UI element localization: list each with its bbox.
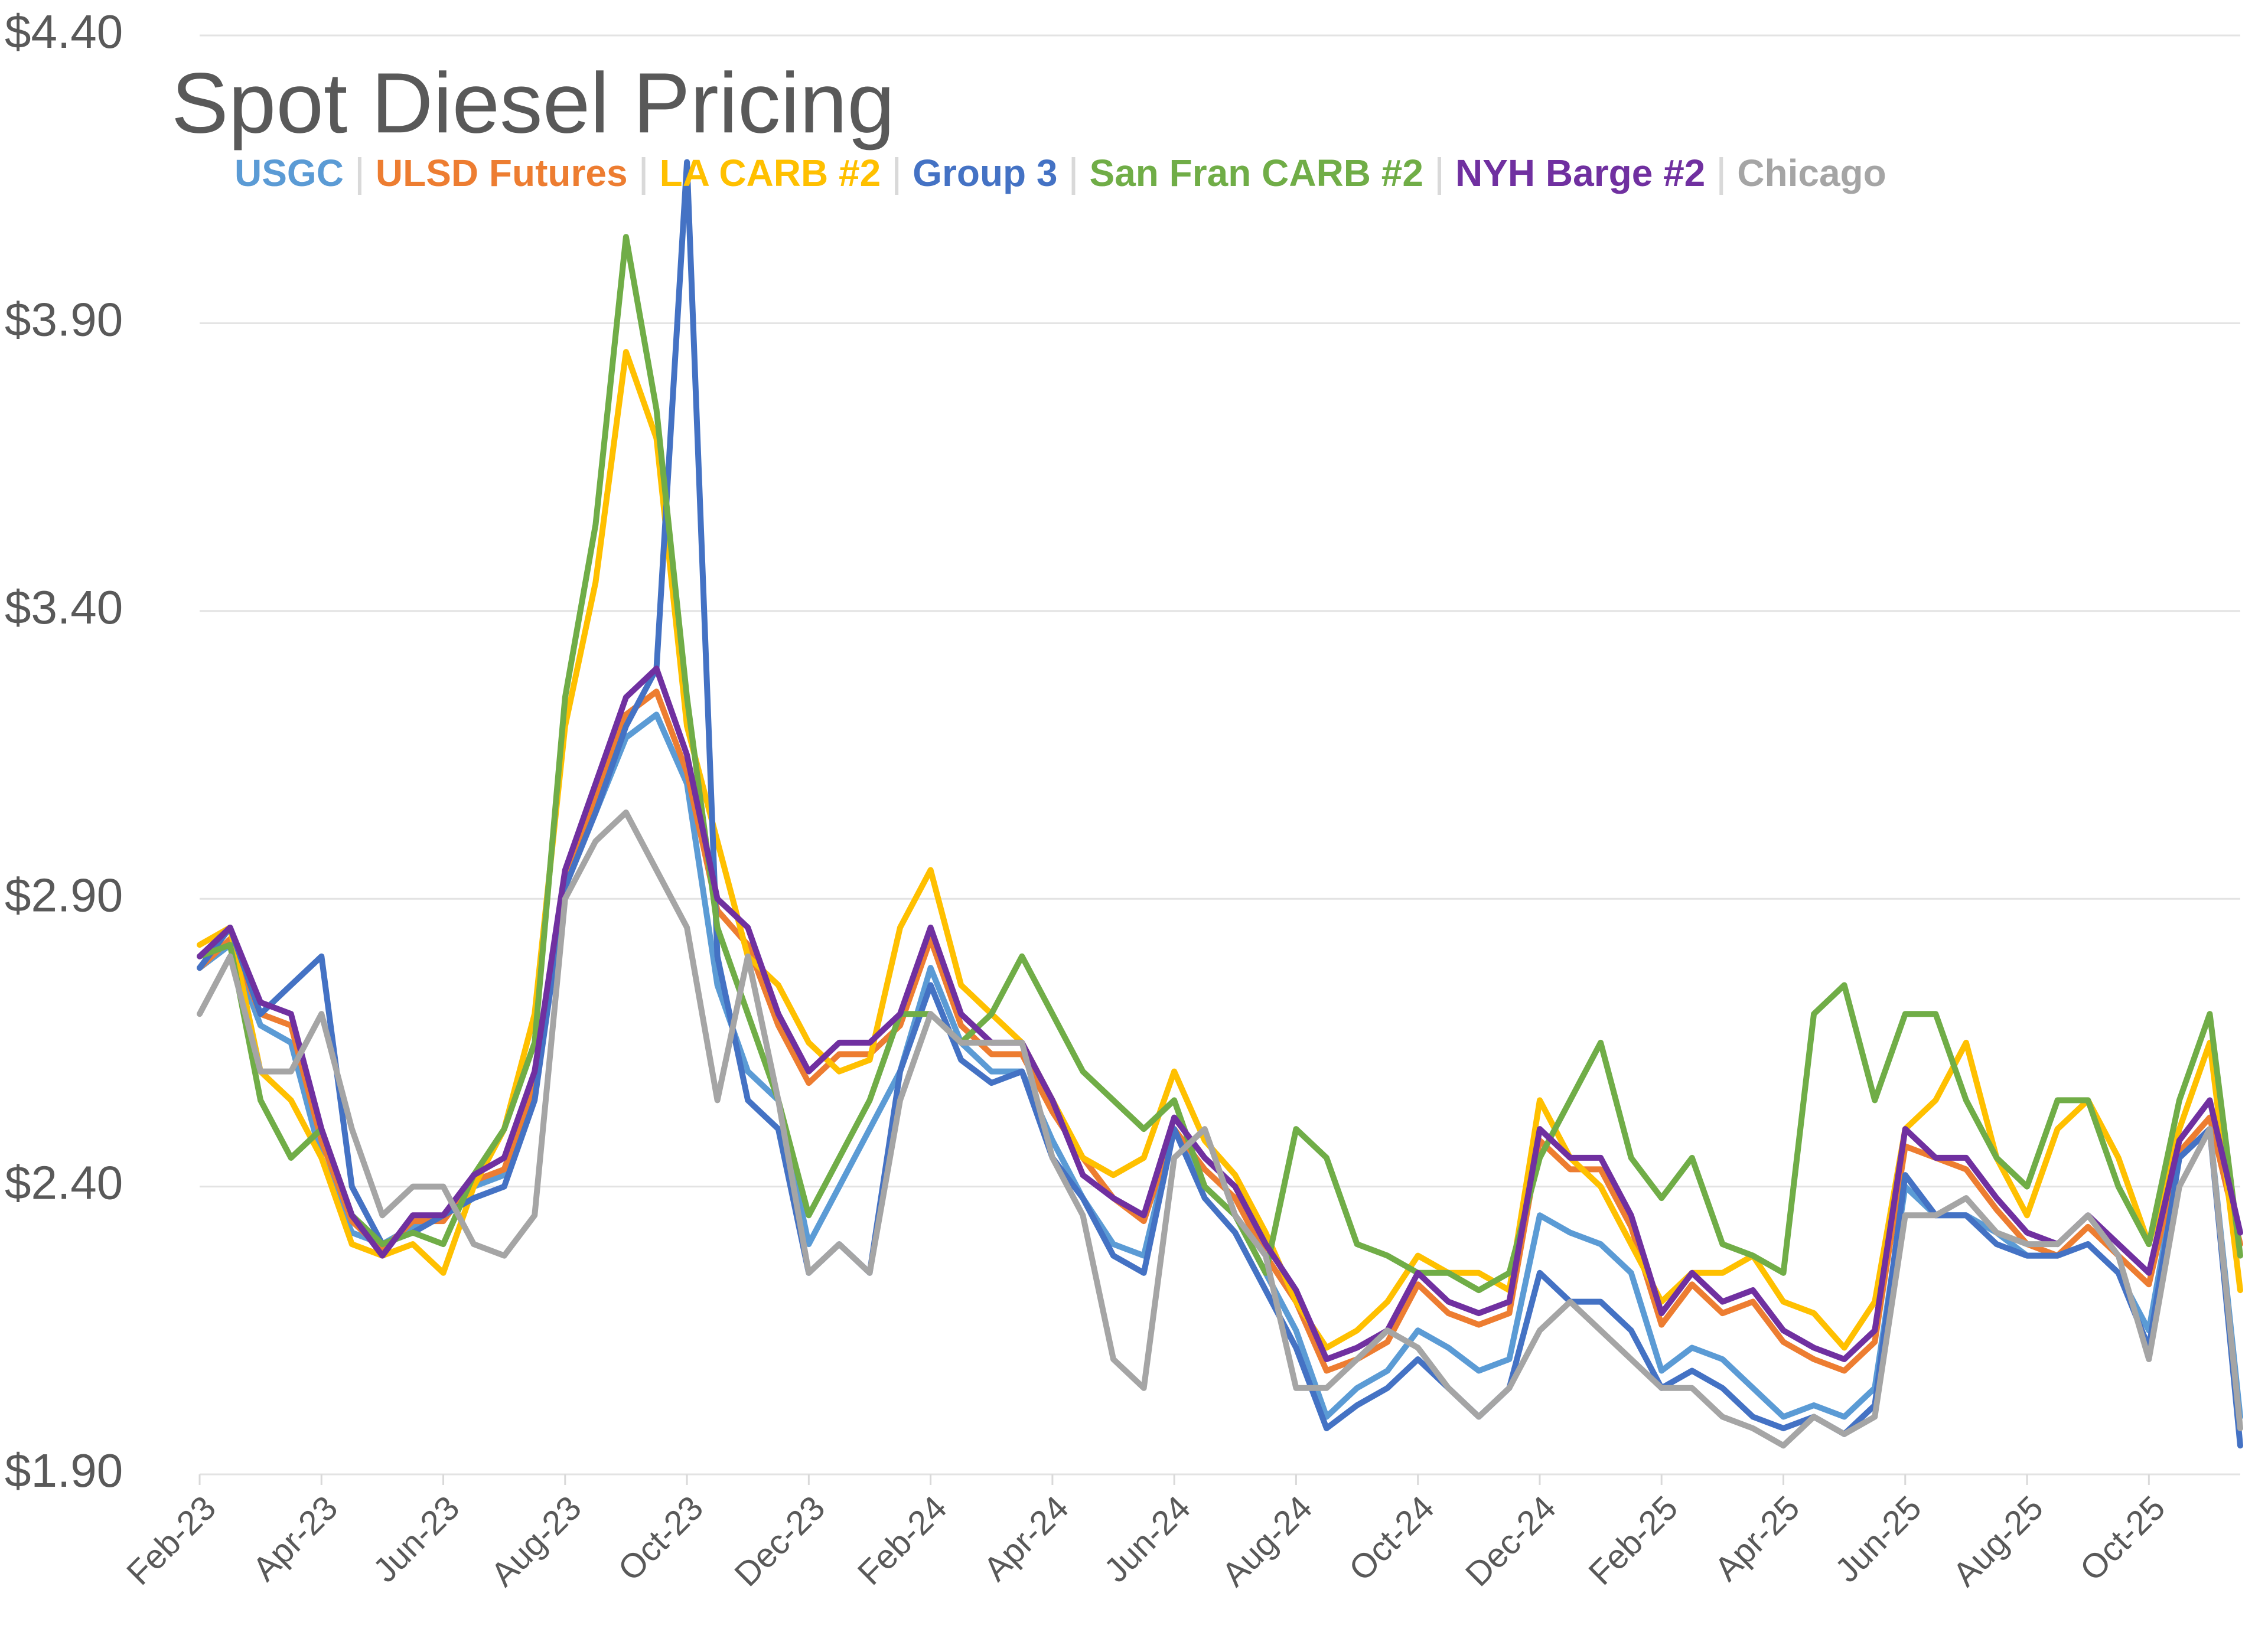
legend-entry: Group 3 (913, 152, 1057, 194)
chart-title: Spot Diesel Pricing (171, 55, 895, 151)
legend-separator (1071, 157, 1076, 195)
legend-entry: San Fran CARB #2 (1090, 152, 1423, 194)
legend-entry: Chicago (1737, 152, 1886, 194)
y-tick-label: $4.40 (5, 5, 123, 58)
legend-separator (641, 157, 646, 195)
legend: USGC ULSD Futures LA CARB #2 Group 3 San Fra… (234, 152, 1886, 195)
series-line (197, 234, 2243, 1294)
y-tick-label: $1.90 (5, 1444, 123, 1497)
legend-separator (895, 157, 899, 195)
legend-entry: NYH Barge #2 (1455, 152, 1705, 194)
legend-entry: USGC (234, 152, 344, 194)
series-line (197, 159, 2243, 1449)
y-tick-label: $3.90 (5, 293, 123, 346)
y-tick-label: $2.40 (5, 1157, 123, 1209)
legend-entry: ULSD Futures (376, 152, 628, 194)
y-tick-label: $2.90 (5, 869, 123, 921)
y-tick-label: $3.40 (5, 581, 123, 634)
legend-entry: LA CARB #2 (660, 152, 881, 194)
legend-separator (357, 157, 361, 195)
legend-separator (1719, 157, 1723, 195)
series-line (197, 810, 2243, 1449)
plot-area (197, 159, 2243, 1449)
legend-separator (1437, 157, 1441, 195)
